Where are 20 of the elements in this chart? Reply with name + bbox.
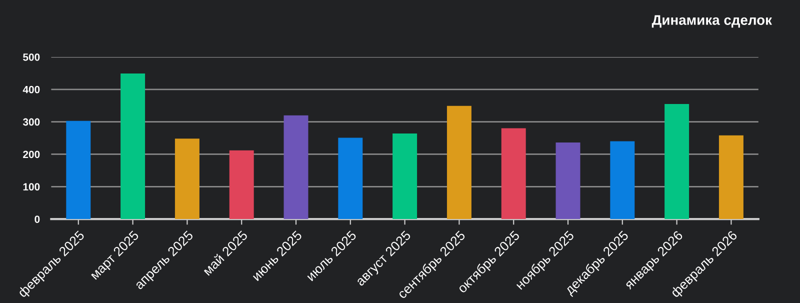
- y-tick-label: 400: [22, 86, 40, 94]
- y-tick-label: 100: [23, 183, 40, 191]
- bar: [664, 104, 690, 220]
- y-tick-label: 0: [34, 216, 40, 223]
- bar: [284, 115, 308, 220]
- y-tick-label: 500: [23, 53, 40, 61]
- bar: [501, 128, 526, 220]
- bar: [229, 150, 254, 220]
- bar: [338, 138, 363, 220]
- y-tick-label: 300: [22, 118, 40, 126]
- bar: [446, 106, 472, 220]
- bar: [610, 141, 635, 220]
- bar: [392, 133, 418, 220]
- y-tick-label: 200: [23, 150, 40, 158]
- bar: [66, 120, 91, 220]
- bar: [120, 74, 146, 220]
- bar: [556, 142, 580, 220]
- bar: [718, 135, 744, 220]
- bar: [174, 138, 200, 220]
- chart-title: Динамика сделок: [652, 15, 772, 28]
